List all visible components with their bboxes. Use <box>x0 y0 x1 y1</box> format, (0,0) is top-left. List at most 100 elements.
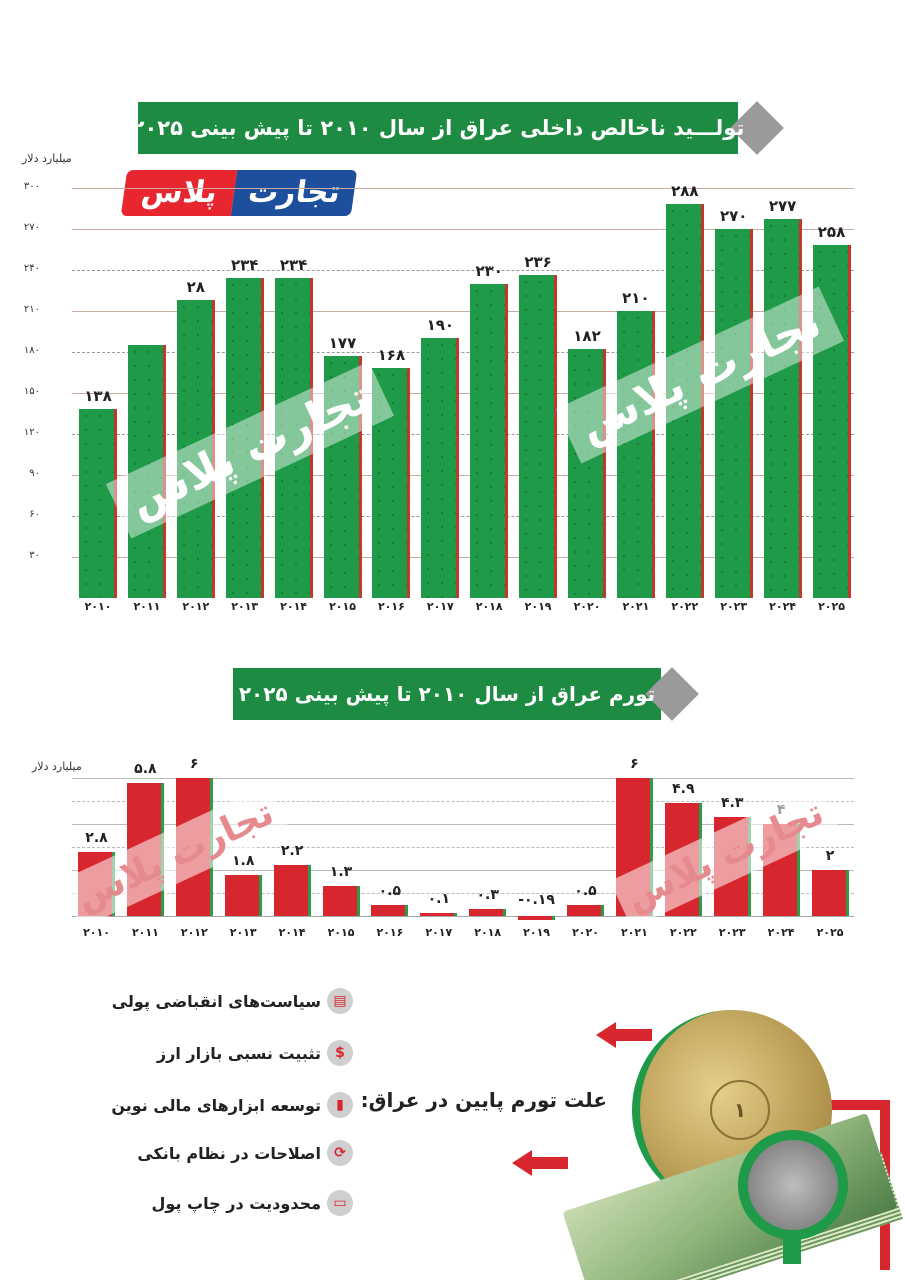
gridline <box>72 778 854 779</box>
inflation-bar <box>322 886 360 916</box>
gdp-x-label: ۲۰۲۴ <box>769 600 797 613</box>
inflation-x-label: ۲۰۱۴ <box>278 926 306 939</box>
y-tick-label: ۲۱۰ <box>23 304 40 315</box>
gdp-bar <box>323 356 362 598</box>
inflation-value-label: ۰.۱ <box>427 891 450 907</box>
gdp-title-banner: تولـــید ناخالص داخلی عراق از سال ۲۰۱۰ ت… <box>132 101 784 155</box>
inflation-value-label: ۰.۵ <box>574 882 597 899</box>
gdp-value-label: ۲۳۴ <box>279 256 308 275</box>
gdp-value-label: ۱۹۰ <box>426 316 455 335</box>
gridline <box>72 824 854 825</box>
reason-item: ▮ توسعه ابزارهای مالی نوین <box>111 1092 353 1118</box>
gridline <box>72 847 854 848</box>
wallet-card-icon: ▮ <box>327 1092 353 1118</box>
inflation-bar <box>518 916 556 921</box>
gdp-value-label: ۱۶۸ <box>377 346 406 365</box>
inflation-x-label: ۲۰۱۰ <box>83 926 110 939</box>
gdp-bar <box>812 245 851 598</box>
gdp-bar <box>372 368 411 598</box>
gridline <box>72 870 854 871</box>
gdp-x-label: ۲۰۱۰ <box>84 600 112 613</box>
inflation-value-label: ۲.۸ <box>85 829 108 846</box>
reason-item: ▭ محدودیت در چاپ پول <box>152 1190 353 1216</box>
gdp-title: تولـــید ناخالص داخلی عراق از سال ۲۰۱۰ ت… <box>131 116 745 140</box>
gdp-value-label: ۱۳۸ <box>84 387 112 406</box>
gdp-bar <box>176 300 215 598</box>
gdp-value-label: ۲۷۷ <box>768 197 797 216</box>
gdp-bar <box>616 311 655 598</box>
gdp-x-label: ۲۰۲۲ <box>671 600 699 613</box>
inflation-x-label: ۲۰۲۴ <box>767 926 795 939</box>
gridline <box>72 516 854 517</box>
gdp-value-label: ۲۱۰ <box>622 289 650 307</box>
inflation-value-label: -۰.۱۹ <box>518 892 555 908</box>
inflation-x-label: ۲۰۲۳ <box>718 926 746 939</box>
gridline <box>72 311 854 312</box>
inflation-x-label: ۲۰۱۳ <box>229 926 257 939</box>
inflation-value-label: ۱.۳ <box>329 864 353 881</box>
gdp-x-label: ۲۰۲۰ <box>573 600 601 613</box>
inflation-value-label: ۲ <box>825 848 835 864</box>
gdp-x-label: ۲۰۱۸ <box>475 600 503 613</box>
gdp-bar <box>714 229 753 598</box>
gdp-bar <box>568 349 606 598</box>
reason-item: $ تثبیت نسبی بازار ارز <box>157 1040 353 1066</box>
gdp-x-label: ۲۰۱۵ <box>329 600 356 613</box>
gridline <box>72 475 854 476</box>
banknote-dollar-icon: $ <box>327 1040 353 1066</box>
y-tick-label: ۳۰ <box>29 550 40 561</box>
inflation-unit-label: میلیارد دلار <box>32 760 82 773</box>
y-tick-label: ۱۲۰ <box>23 427 40 438</box>
inflation-value-label: ۶ <box>190 756 199 772</box>
gdp-x-label: ۲۰۱۳ <box>231 600 259 613</box>
inflation-bar <box>469 909 507 916</box>
gdp-bar <box>274 278 313 598</box>
inflation-bar <box>420 913 458 916</box>
inflation-x-label: ۲۰۲۰ <box>572 926 599 939</box>
arrow-left-icon <box>596 1022 652 1048</box>
inflation-value-label: ۵.۸ <box>134 760 157 777</box>
gridline <box>72 393 854 394</box>
gdp-value-label: ۲۷۰ <box>719 207 748 225</box>
gdp-x-label: ۲۰۱۶ <box>377 600 405 613</box>
inflation-bar <box>567 904 604 916</box>
gdp-x-label: ۲۰۱۲ <box>182 600 210 613</box>
inflation-value-label: ۶ <box>630 756 639 772</box>
gdp-x-label: ۲۰۱۷ <box>426 600 454 613</box>
inflation-title: تورم عراق از سال ۲۰۱۰ تا پیش بینی ۲۰۲۵ <box>238 682 656 706</box>
reasons-title: علت تورم پایین در عراق: <box>360 1088 607 1112</box>
inflation-x-label: ۲۰۱۵ <box>327 926 355 939</box>
gdp-x-label: ۲۰۱۹ <box>524 600 552 613</box>
gdp-bar <box>665 204 704 598</box>
gridline <box>72 434 854 435</box>
gdp-x-label: ۲۰۲۵ <box>818 600 845 613</box>
gdp-bar <box>127 345 166 598</box>
gdp-value-label: ۲۳۶ <box>524 253 552 272</box>
inflation-bar <box>713 817 751 916</box>
inflation-x-label: ۲۰۱۲ <box>180 926 208 939</box>
inflation-x-label: ۲۰۱۹ <box>523 926 551 939</box>
inflation-value-label: ۰.۵ <box>378 882 402 899</box>
gdp-bar <box>470 283 509 598</box>
money-stack-icon: ▤ <box>327 988 353 1014</box>
inflation-x-label: ۲۰۲۲ <box>669 926 697 939</box>
gridline <box>72 801 854 802</box>
y-tick-label: ۳۰۰ <box>23 181 40 192</box>
gdp-value-label: ۲۸ <box>186 278 205 297</box>
gridline <box>72 229 854 230</box>
baseline <box>72 916 854 917</box>
gridline <box>72 893 854 894</box>
inflation-x-label: ۲۰۲۵ <box>816 926 844 939</box>
inflation-chart: ۲.۸ ۵.۸ ۶ ۱.۸ ۲.۲ ۱.۳ ۰.۵ ۰.۱ ۰.۳ -۰.۱۹ ۰.۵ ۶ ۴.۹ ۴.۳… <box>72 756 854 923</box>
inflation-bar <box>273 865 311 916</box>
y-tick-label: ۲۷۰ <box>23 222 40 233</box>
y-tick-label: ۶۰ <box>29 509 40 520</box>
inflation-x-label: ۲۰۱۱ <box>131 926 159 939</box>
y-tick-label: ۱۵۰ <box>23 386 40 397</box>
inflation-bar <box>762 824 800 916</box>
gdp-bar <box>79 409 117 598</box>
gdp-unit-label: میلیارد دلار <box>22 152 72 165</box>
inflation-value-label: ۲.۲ <box>280 843 304 860</box>
banknote-portrait-image <box>738 1130 848 1264</box>
gridline <box>72 188 854 189</box>
